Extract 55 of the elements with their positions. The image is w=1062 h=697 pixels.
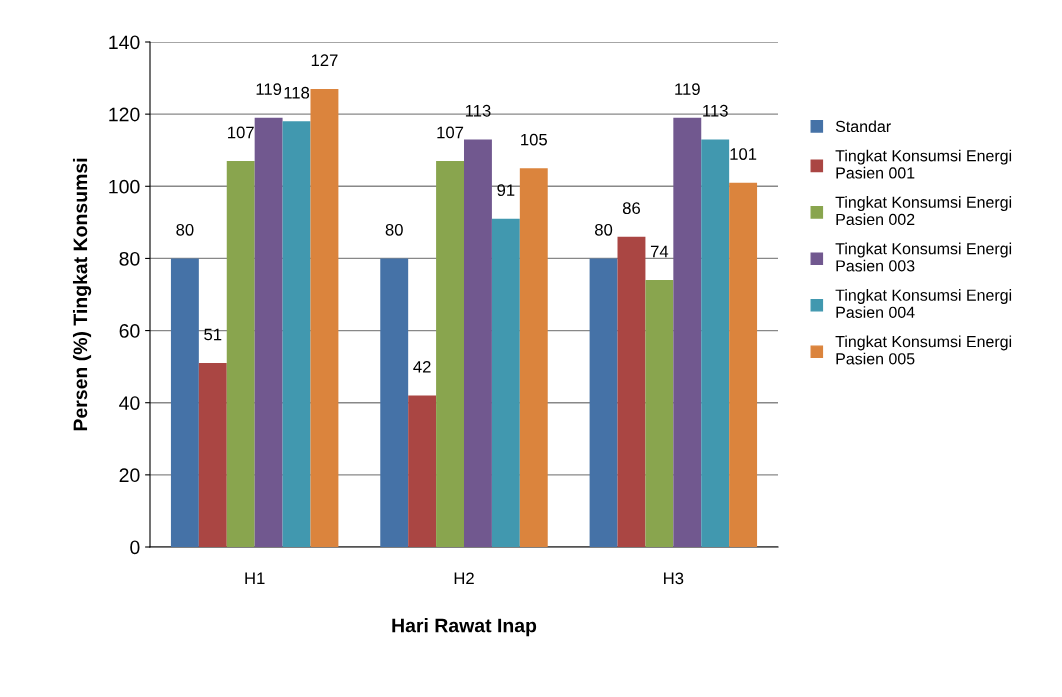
data-label: 86 <box>622 202 640 215</box>
data-label: 80 <box>595 223 613 236</box>
bar <box>729 182 758 547</box>
bar <box>310 88 339 547</box>
data-label: 113 <box>703 104 728 117</box>
legend-label: Tingkat Konsumsi Energi Pasien 001 <box>835 149 1012 179</box>
bar <box>589 258 618 547</box>
legend-label: Tingkat Konsumsi Energi Pasien 003 <box>835 242 1012 272</box>
data-label: 119 <box>675 83 700 96</box>
data-label: 80 <box>176 223 194 236</box>
x-axis-title: Hari Rawat Inap <box>392 618 537 637</box>
y-tick-label: 120 <box>109 107 140 122</box>
data-label: 101 <box>730 148 757 160</box>
bar <box>673 117 702 547</box>
data-label: 118 <box>284 86 310 99</box>
bar <box>701 139 730 547</box>
data-label: 107 <box>437 126 464 139</box>
x-tick-label: H1 <box>245 572 265 585</box>
y-tick-label: 20 <box>119 468 140 483</box>
data-label: 105 <box>521 133 547 146</box>
data-label: 113 <box>465 104 491 117</box>
y-tick-label: 40 <box>119 396 140 410</box>
bar <box>282 121 311 547</box>
data-label: 119 <box>256 83 282 96</box>
bar <box>491 218 520 547</box>
bar <box>170 258 199 547</box>
data-label: 42 <box>413 360 431 373</box>
bar <box>464 139 492 547</box>
data-label: 127 <box>311 54 338 66</box>
data-label: 74 <box>650 245 669 258</box>
legend-label: Standar <box>835 120 891 133</box>
data-label: 80 <box>385 223 403 236</box>
bar <box>198 363 227 547</box>
data-label: 107 <box>228 126 254 139</box>
x-tick-label: H3 <box>664 572 684 585</box>
bar <box>436 161 464 547</box>
x-tick-label: H2 <box>454 572 474 585</box>
y-tick-label: 60 <box>119 324 140 338</box>
y-axis-title: Persen (%) Tingkat Konsumsi <box>72 158 92 431</box>
y-tick-label: 0 <box>130 540 140 555</box>
bar <box>617 236 646 547</box>
legend-label: Tingkat Konsumsi Energi Pasien 002 <box>835 196 1012 226</box>
bar <box>408 395 437 547</box>
data-label: 91 <box>497 184 515 197</box>
bar <box>380 258 409 547</box>
legend-label: Tingkat Konsumsi Energi Pasien 005 <box>835 335 1012 365</box>
bar <box>645 280 674 547</box>
bar <box>519 168 548 547</box>
legend-label: Tingkat Konsumsi Energi Pasien 004 <box>835 289 1012 318</box>
y-tick-label: 80 <box>119 251 140 266</box>
y-tick-label: 140 <box>109 35 140 50</box>
y-tick-label: 100 <box>109 179 140 194</box>
bar <box>226 161 255 547</box>
data-label: 51 <box>204 328 222 341</box>
bar <box>254 117 283 547</box>
